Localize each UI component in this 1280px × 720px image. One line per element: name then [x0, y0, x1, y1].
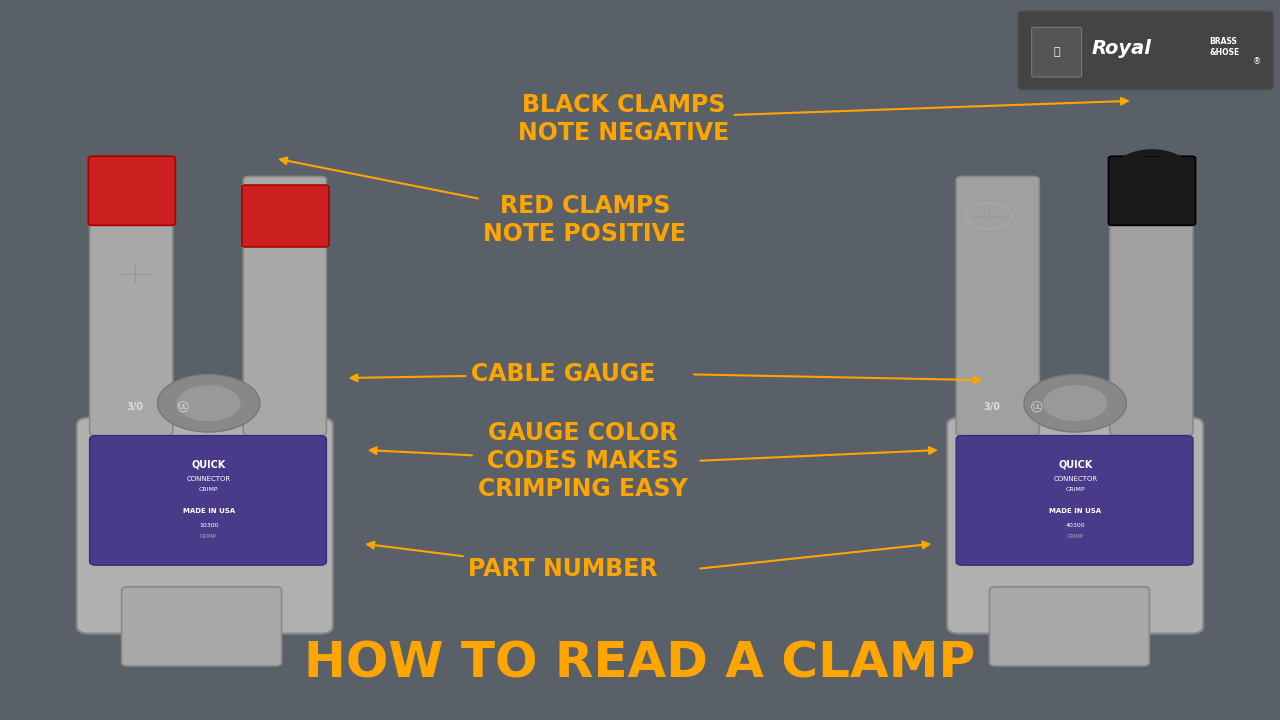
Text: MADE IN USA: MADE IN USA — [1050, 508, 1101, 514]
Circle shape — [177, 385, 241, 421]
Text: 👑: 👑 — [1053, 47, 1060, 57]
FancyBboxPatch shape — [1018, 11, 1274, 90]
FancyBboxPatch shape — [90, 436, 326, 565]
Text: CONNECTOR: CONNECTOR — [187, 476, 230, 482]
FancyBboxPatch shape — [243, 176, 326, 436]
FancyBboxPatch shape — [122, 587, 282, 666]
Text: CRIMP: CRIMP — [200, 534, 218, 539]
FancyBboxPatch shape — [90, 176, 173, 436]
FancyBboxPatch shape — [77, 418, 333, 634]
FancyBboxPatch shape — [1032, 27, 1082, 77]
FancyBboxPatch shape — [1108, 156, 1196, 225]
Text: UL: UL — [1032, 404, 1042, 410]
Text: 3/0: 3/0 — [125, 402, 143, 412]
Text: 10300: 10300 — [198, 523, 219, 528]
Text: QUICK: QUICK — [1059, 459, 1092, 469]
Text: CRIMP: CRIMP — [1066, 534, 1084, 539]
FancyBboxPatch shape — [242, 185, 329, 247]
Text: ®: ® — [1253, 57, 1261, 66]
FancyBboxPatch shape — [1110, 176, 1193, 436]
Text: UL: UL — [178, 404, 188, 410]
FancyBboxPatch shape — [956, 436, 1193, 565]
Circle shape — [157, 374, 260, 432]
Text: CRIMP: CRIMP — [1065, 487, 1085, 492]
Circle shape — [1043, 385, 1107, 421]
Text: HOW TO READ A CLAMP: HOW TO READ A CLAMP — [305, 639, 975, 688]
Text: BLACK CLAMPS
NOTE NEGATIVE: BLACK CLAMPS NOTE NEGATIVE — [517, 93, 1128, 145]
Text: BRASS
&HOSE: BRASS &HOSE — [1210, 37, 1240, 56]
Text: PART NUMBER: PART NUMBER — [367, 541, 658, 581]
FancyBboxPatch shape — [88, 156, 175, 225]
Text: QUICK: QUICK — [192, 459, 225, 469]
Text: 3/0: 3/0 — [983, 402, 1001, 412]
Text: GAUGE COLOR
CODES MAKES
CRIMPING EASY: GAUGE COLOR CODES MAKES CRIMPING EASY — [370, 421, 687, 500]
Text: CONNECTOR: CONNECTOR — [1053, 476, 1097, 482]
Text: MADE IN USA: MADE IN USA — [183, 508, 234, 514]
Text: RED CLAMPS
NOTE POSITIVE: RED CLAMPS NOTE POSITIVE — [280, 158, 686, 246]
Text: 40300: 40300 — [1065, 523, 1085, 528]
FancyBboxPatch shape — [956, 176, 1039, 436]
Text: Royal: Royal — [1092, 40, 1151, 58]
Circle shape — [1024, 374, 1126, 432]
Text: CRIMP: CRIMP — [198, 487, 219, 492]
FancyBboxPatch shape — [989, 587, 1149, 666]
Text: CABLE GAUGE: CABLE GAUGE — [351, 362, 655, 387]
FancyBboxPatch shape — [947, 418, 1203, 634]
